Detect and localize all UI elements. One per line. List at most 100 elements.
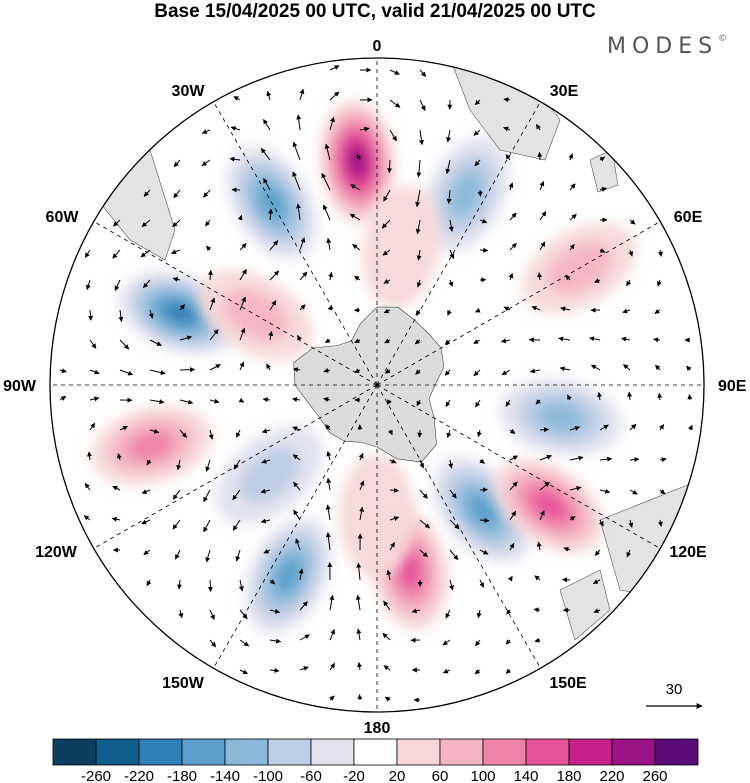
wind-arrow bbox=[352, 244, 361, 251]
wind-arrow bbox=[356, 153, 362, 161]
wind-arrow bbox=[654, 308, 661, 315]
wind-arrow bbox=[262, 397, 271, 403]
wind-arrow bbox=[177, 579, 182, 590]
wind-arrow bbox=[112, 249, 121, 259]
wind-arrow bbox=[239, 609, 248, 620]
colorbar-label: -220 bbox=[124, 768, 154, 783]
wind-arrow bbox=[536, 541, 542, 551]
wind-arrow bbox=[268, 208, 274, 221]
wind-arrow bbox=[539, 454, 552, 461]
wind-arrow bbox=[415, 219, 421, 235]
wind-arrow bbox=[505, 668, 512, 674]
wind-arrow bbox=[207, 269, 213, 281]
wind-arrow bbox=[119, 369, 134, 376]
wind-arrow bbox=[239, 639, 250, 647]
meridian bbox=[213, 384, 378, 669]
colorbar-swatch bbox=[353, 738, 398, 766]
wind-arrow bbox=[565, 274, 571, 281]
wind-arrow bbox=[562, 577, 571, 583]
wind-arrow bbox=[293, 481, 301, 491]
wind-arrow bbox=[89, 422, 96, 431]
wind-arrow bbox=[143, 189, 151, 197]
wind-arrow bbox=[416, 159, 422, 178]
wind-arrow bbox=[299, 88, 305, 101]
wind-arrow bbox=[113, 219, 121, 227]
wind-arrow bbox=[173, 159, 181, 168]
wind-arrow bbox=[389, 69, 400, 75]
wind-arrow bbox=[599, 187, 607, 192]
wind-arrow bbox=[382, 632, 391, 641]
wind-arrow bbox=[173, 189, 181, 199]
wind-arrow bbox=[569, 213, 577, 221]
wind-arrow bbox=[328, 271, 334, 281]
wind-arrow bbox=[326, 237, 332, 251]
anomaly-cell bbox=[319, 99, 396, 224]
wind-arrow bbox=[567, 394, 572, 401]
wind-arrow bbox=[323, 368, 331, 373]
wind-arrow bbox=[479, 517, 490, 523]
wind-arrow bbox=[687, 394, 693, 401]
wind-arrow bbox=[89, 339, 97, 349]
wind-arrow bbox=[239, 243, 247, 251]
lon-label-90w: 90W bbox=[3, 378, 37, 395]
wind-arrow bbox=[657, 279, 662, 287]
wind-arrow bbox=[389, 487, 399, 493]
wind-arrow bbox=[179, 304, 185, 311]
wind-arrow bbox=[233, 459, 241, 470]
new-zealand bbox=[559, 569, 611, 641]
wind-arrow bbox=[206, 245, 212, 252]
wind-arrow bbox=[171, 249, 181, 255]
wind-arrow bbox=[539, 211, 547, 221]
colorbar-label: 220 bbox=[599, 768, 624, 783]
wind-arrow bbox=[383, 665, 391, 671]
wind-arrow bbox=[388, 429, 393, 436]
wind-arrow bbox=[383, 279, 391, 284]
wind-arrow bbox=[355, 594, 361, 611]
wind-arrow bbox=[384, 338, 391, 344]
wind-arrow bbox=[172, 219, 181, 228]
wind-arrow bbox=[509, 542, 515, 551]
wind-arrow bbox=[59, 368, 67, 374]
wind-arrow bbox=[357, 662, 362, 671]
wind-arrow bbox=[509, 428, 516, 435]
colorbar-label: 20 bbox=[389, 768, 406, 783]
wind-arrow bbox=[419, 489, 428, 499]
wind-arrow bbox=[114, 279, 121, 292]
wind-arrow bbox=[533, 607, 541, 613]
wind-arrow bbox=[597, 391, 602, 401]
wind-arrow bbox=[659, 489, 666, 495]
wind-arrow bbox=[261, 428, 271, 434]
wind-arrow bbox=[477, 189, 483, 197]
colorbar-label: -180 bbox=[167, 768, 197, 783]
wind-arrow bbox=[529, 368, 541, 374]
map-disc bbox=[50, 58, 704, 712]
wind-arrow bbox=[473, 339, 481, 345]
colorbar-label: -140 bbox=[210, 768, 240, 783]
wind-arrow bbox=[172, 276, 181, 282]
wind-arrow bbox=[500, 338, 511, 344]
wind-arrow bbox=[686, 365, 692, 372]
wind-arrow bbox=[350, 184, 361, 191]
wind-arrow bbox=[688, 424, 693, 431]
wind-arrow bbox=[299, 601, 308, 611]
wind-arrow bbox=[83, 515, 91, 521]
wind-arrow bbox=[239, 669, 249, 675]
wind-arrow bbox=[329, 662, 336, 671]
madagascar bbox=[589, 149, 619, 193]
wind-arrow bbox=[416, 249, 422, 261]
wind-arrow bbox=[143, 549, 151, 556]
wind-arrow bbox=[558, 336, 571, 342]
brand-logo: MODES© bbox=[607, 34, 727, 59]
wind-arrow bbox=[386, 399, 392, 405]
wind-arrow bbox=[299, 271, 308, 281]
wind-arrow bbox=[507, 575, 513, 582]
wind-arrow bbox=[389, 458, 397, 464]
wind-arrow bbox=[321, 172, 331, 191]
colorbar-swatch bbox=[267, 738, 312, 766]
wind-arrow bbox=[559, 366, 571, 372]
wind-arrow bbox=[383, 308, 391, 314]
wind-arrow bbox=[85, 279, 91, 291]
wind-arrow bbox=[594, 549, 601, 556]
wind-arrow bbox=[629, 219, 636, 225]
wind-arrow bbox=[296, 203, 301, 221]
